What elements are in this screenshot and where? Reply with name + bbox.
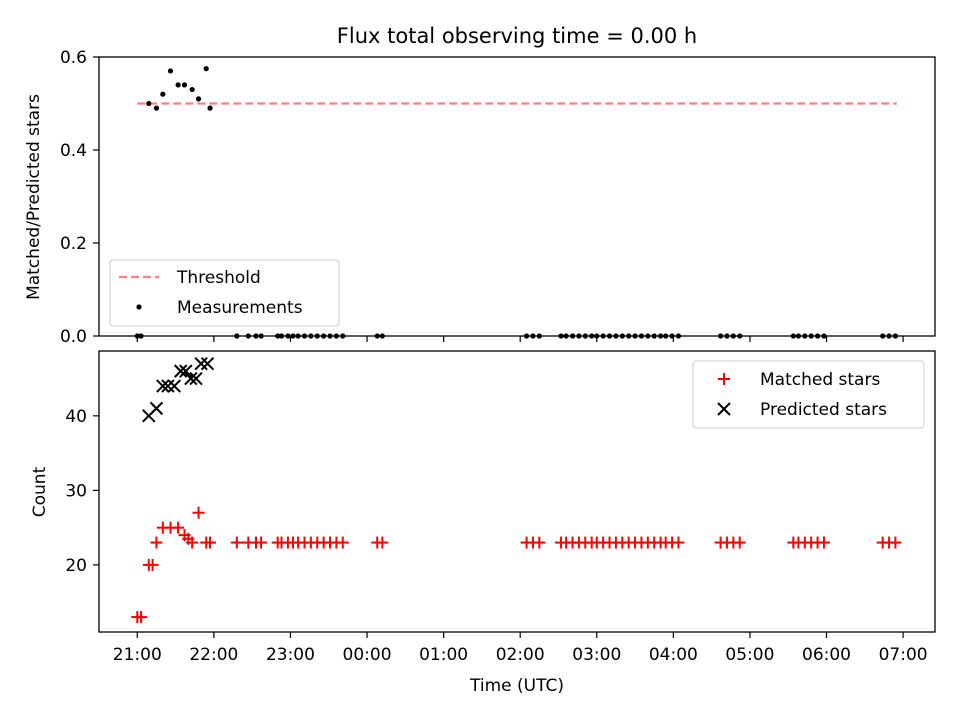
bottom-y-tick-label: 20 (65, 556, 87, 576)
top-y-ticks: 0.0 0.2 0.4 0.6 (60, 48, 99, 347)
chart-title: Flux total observing time = 0.00 h (337, 24, 697, 48)
top-x-ticks (136, 336, 904, 342)
matched-star-point (172, 521, 185, 534)
predicted-star-point (167, 379, 182, 393)
bottom-axes-frame (98, 350, 936, 633)
top-y-tick-label: 0.4 (60, 141, 87, 161)
predicted-star-point (194, 356, 208, 371)
legend-predicted-swatch (717, 402, 731, 416)
bottom-y-ticks: 20 30 40 (65, 407, 99, 576)
bottom-x-tick-label: 05:00 (725, 645, 774, 665)
top-legend-box (109, 259, 340, 327)
legend-matched-label: Matched stars (760, 370, 880, 390)
bottom-marks (131, 356, 902, 624)
bottom-x-tick-label: 02:00 (496, 645, 545, 665)
predicted-star-point (149, 401, 164, 416)
bottom-x-tick-label: 03:00 (572, 645, 621, 665)
bottom-y-tick-label: 40 (65, 407, 87, 427)
predicted-star-point (161, 379, 175, 393)
top-y-tick-label: 0.0 (60, 327, 87, 347)
bottom-x-tick-label: 06:00 (802, 645, 851, 665)
matched-star-point (376, 536, 389, 549)
bottom-x-tick-label: 21:00 (113, 645, 162, 665)
matched-star-point (255, 536, 268, 549)
bottom-x-tick-label: 07:00 (879, 645, 928, 665)
bottom-x-tick-label: 01:00 (419, 645, 468, 665)
measurement-point (195, 96, 202, 102)
legend-threshold-label: Threshold (176, 268, 261, 288)
bottom-x-tick-label: 22:00 (189, 645, 238, 665)
matched-star-point (192, 506, 205, 519)
bottom-y-tick-label: 30 (65, 481, 87, 501)
matched-star-point (733, 536, 746, 549)
measurement-point (207, 105, 213, 111)
measurement-point (153, 105, 160, 111)
bottom-legend: Matched stars Predicted stars (692, 360, 925, 429)
bottom-x-tick-label: 04:00 (649, 645, 698, 665)
matched-star-point (135, 611, 148, 624)
top-y-axis-label: Matched/Predicted stars (24, 94, 44, 300)
matched-star-point (889, 536, 902, 549)
bottom-x-tick-label: 23:00 (266, 645, 315, 665)
measurement-point (160, 91, 166, 97)
matched-star-point (672, 536, 685, 549)
matched-star-point (150, 536, 163, 549)
matched-star-point (186, 536, 199, 549)
bottom-x-tick-label: 00:00 (343, 645, 392, 665)
predicted-star-point (179, 364, 193, 378)
top-axes-frame (98, 56, 936, 337)
bottom-panel: 20 30 40 21:00 22:00 23:00 00:00 01:00 02:00 03:… (30, 350, 936, 696)
matched-star-point (204, 536, 217, 549)
top-y-tick-label: 0.6 (60, 48, 87, 68)
top-marks (134, 66, 899, 339)
top-panel: 0.0 0.2 0.4 0.6 Matched/Predicted stars Thr… (24, 48, 936, 347)
legend-measurements-label: Measurements (177, 298, 303, 318)
measurement-point (181, 82, 188, 88)
bottom-x-ticks: 21:00 22:00 23:00 00:00 01:00 02:00 03:00 04:00… (113, 632, 928, 665)
legend-predicted-label: Predicted stars (760, 400, 887, 420)
predicted-star-point (173, 364, 188, 378)
matched-star-point (336, 536, 349, 549)
predicted-star-point (189, 371, 203, 386)
predicted-star-point (184, 371, 198, 386)
measurement-point (189, 86, 195, 93)
matched-star-point (230, 536, 243, 549)
measurement-point (175, 82, 181, 88)
measurement-point (203, 66, 209, 72)
matched-star-point (146, 558, 159, 571)
top-y-tick-label: 0.2 (60, 234, 87, 254)
top-legend: Threshold Measurements (109, 259, 340, 327)
matched-star-point (817, 536, 830, 549)
measurement-point (167, 68, 174, 74)
measurement-point (146, 100, 152, 107)
x-axis-label: Time (UTC) (469, 676, 564, 696)
bottom-y-axis-label: Count (30, 466, 50, 517)
predicted-star-point (200, 356, 215, 371)
bottom-legend-box (692, 360, 925, 429)
matched-star-point (533, 536, 546, 549)
legend-matched-swatch (718, 373, 730, 385)
predicted-star-point (156, 379, 170, 393)
legend-measurements-swatch (136, 304, 142, 310)
